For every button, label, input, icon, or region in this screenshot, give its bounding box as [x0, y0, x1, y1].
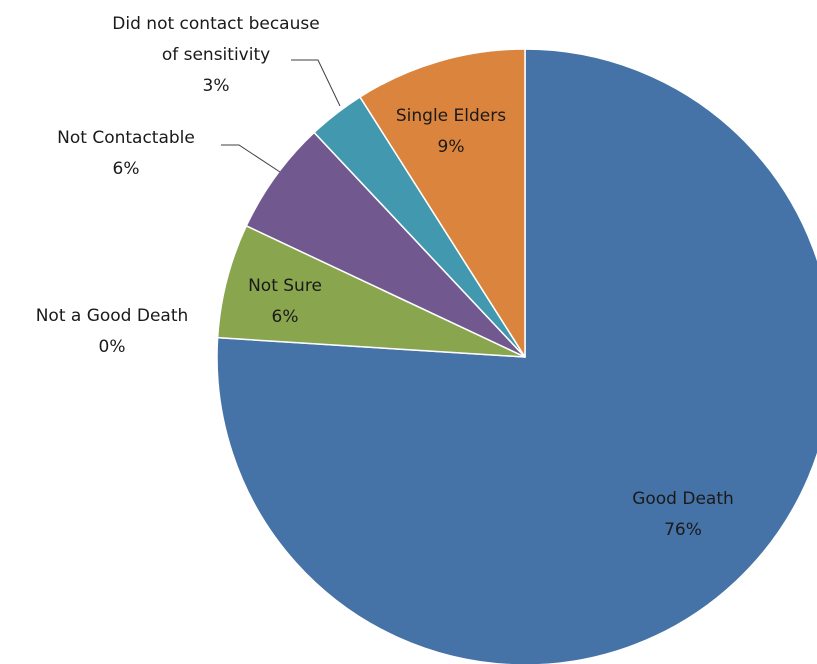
slice-value-good-death: 76%: [664, 520, 702, 540]
leader-line-sensitivity: [291, 59, 341, 107]
slice-value-not-contactable: 6%: [113, 159, 140, 179]
slice-label-single-elders: Single Elders 9%: [396, 106, 506, 157]
slice-label-not-contactable: Not Contactable 6%: [57, 128, 195, 179]
slice-value-single-elders: 9%: [438, 137, 465, 157]
slice-label-not-sure: Not Sure 6%: [248, 276, 322, 327]
slice-name-not-contactable: Not Contactable: [57, 128, 195, 148]
slice-value-sensitivity: 3%: [203, 76, 230, 96]
slice-name-single-elders: Single Elders: [396, 106, 506, 126]
slice-label-not-good-death: Not a Good Death 0%: [36, 306, 189, 357]
slice-value-not-good-death: 0%: [99, 337, 126, 357]
slice-name-good-death: Good Death: [632, 489, 734, 509]
slice-name-not-sure: Not Sure: [248, 276, 322, 296]
slice-value-not-sure: 6%: [272, 307, 299, 327]
slice-name-not-good-death: Not a Good Death: [36, 306, 189, 326]
slice-label-sensitivity: Did not contact because of sensitivity 3…: [112, 14, 319, 96]
slice-single-elders: [359, 48, 526, 358]
slice-name-sensitivity-line2: of sensitivity: [162, 45, 270, 65]
leader-line-not-contactable: [221, 144, 281, 173]
slice-label-good-death: Good Death 76%: [632, 489, 734, 540]
pie-slices: [216, 48, 817, 664]
slice-name-sensitivity-line1: Did not contact because: [112, 14, 319, 34]
